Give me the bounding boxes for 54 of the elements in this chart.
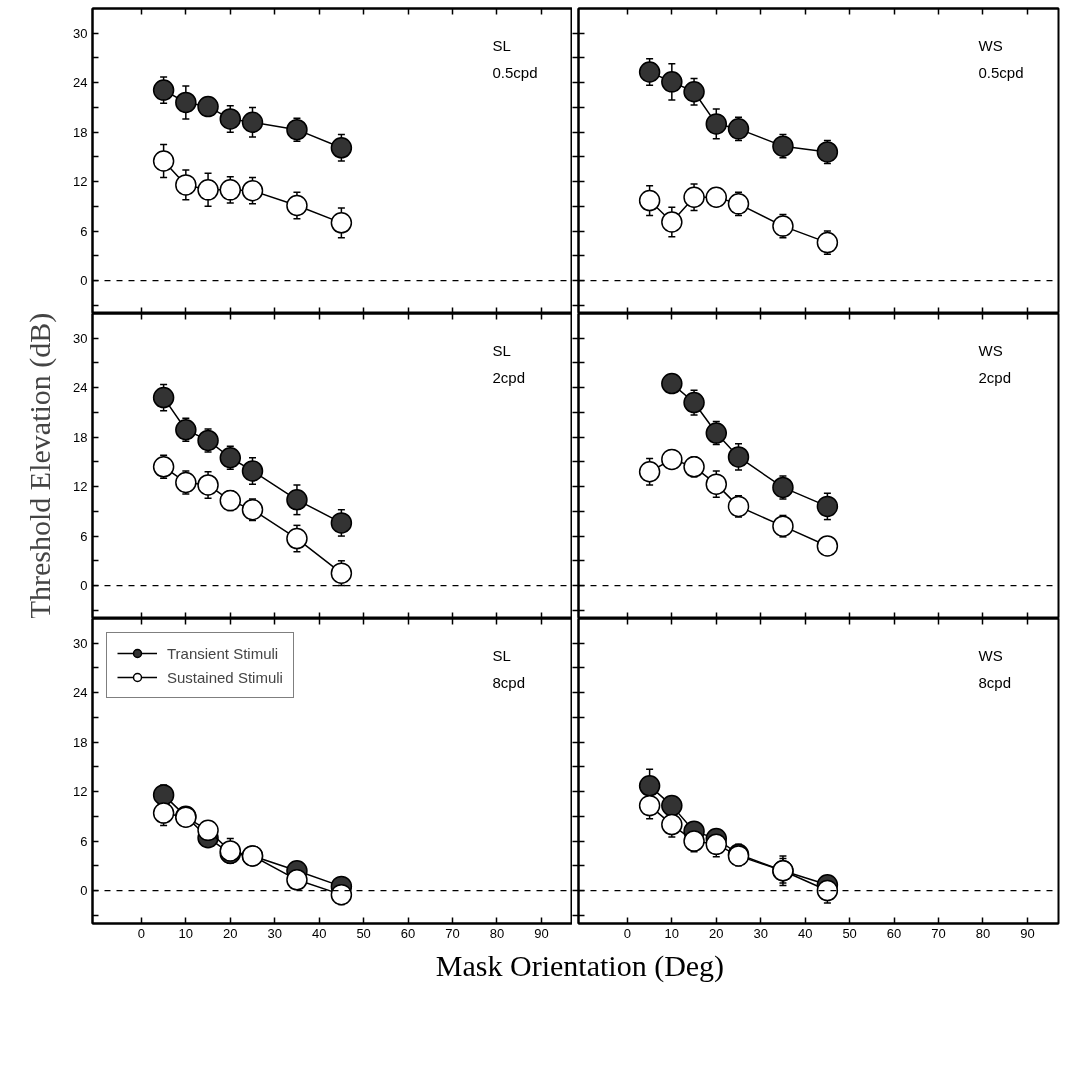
annotation: 0.5cpd bbox=[978, 63, 1024, 81]
x-tick-label: 70 bbox=[445, 925, 460, 941]
x-tick-label: 50 bbox=[842, 925, 857, 941]
x-tick-label: 20 bbox=[709, 925, 724, 941]
annotation: WS bbox=[978, 646, 1003, 664]
annotation: 2cpd bbox=[978, 368, 1012, 386]
annotation: SL bbox=[492, 646, 511, 664]
x-tick-label: 10 bbox=[178, 925, 194, 941]
annotation: WS bbox=[978, 341, 1003, 359]
x-tick-label: 80 bbox=[489, 925, 505, 941]
y-tick-label: 18 bbox=[73, 429, 88, 445]
annotation: 0.5cpd bbox=[492, 63, 538, 81]
annotation: 8cpd bbox=[492, 673, 526, 691]
legend-label: Sustained Stimuli bbox=[167, 668, 283, 686]
legend-label: Transient Stimuli bbox=[167, 644, 279, 662]
x-tick-label: 90 bbox=[1020, 925, 1035, 941]
annotation: 8cpd bbox=[978, 673, 1012, 691]
y-tick-label: 0 bbox=[80, 578, 88, 594]
y-tick-label: 0 bbox=[80, 883, 88, 899]
x-tick-label: 20 bbox=[223, 925, 238, 941]
y-tick-label: 24 bbox=[73, 75, 88, 91]
y-axis-title: Threshold Elevation (dB) bbox=[23, 312, 58, 620]
y-tick-label: 12 bbox=[73, 479, 88, 495]
y-tick-label: 30 bbox=[73, 330, 88, 346]
x-tick-label: 60 bbox=[400, 925, 416, 941]
x-tick-label: 70 bbox=[931, 925, 946, 941]
y-tick-label: 24 bbox=[73, 685, 88, 701]
y-tick-label: 6 bbox=[80, 223, 88, 239]
y-tick-label: 30 bbox=[73, 25, 88, 41]
x-tick-label: 90 bbox=[534, 925, 549, 941]
x-tick-label: 10 bbox=[664, 925, 680, 941]
x-tick-label: 40 bbox=[311, 925, 327, 941]
x-tick-label: 60 bbox=[886, 925, 902, 941]
y-tick-label: 12 bbox=[73, 174, 88, 190]
y-tick-label: 12 bbox=[73, 784, 88, 800]
x-tick-label: 30 bbox=[267, 925, 282, 941]
x-tick-label: 0 bbox=[623, 925, 632, 941]
x-tick-label: 80 bbox=[975, 925, 991, 941]
y-tick-label: 18 bbox=[73, 124, 88, 140]
y-tick-label: 30 bbox=[73, 635, 88, 651]
x-tick-label: 0 bbox=[137, 925, 146, 941]
x-tick-label: 40 bbox=[797, 925, 813, 941]
annotation: SL bbox=[492, 341, 511, 359]
x-tick-label: 50 bbox=[356, 925, 371, 941]
annotation: 2cpd bbox=[492, 368, 526, 386]
annotation: SL bbox=[492, 36, 511, 54]
x-tick-label: 30 bbox=[753, 925, 768, 941]
y-tick-label: 18 bbox=[73, 734, 88, 750]
y-tick-label: 0 bbox=[80, 273, 88, 289]
y-tick-label: 6 bbox=[80, 833, 88, 849]
x-axis-title: Mask Orientation (Deg) bbox=[435, 948, 725, 984]
y-tick-label: 24 bbox=[73, 380, 88, 396]
annotation: WS bbox=[978, 36, 1003, 54]
y-tick-label: 6 bbox=[80, 528, 88, 544]
